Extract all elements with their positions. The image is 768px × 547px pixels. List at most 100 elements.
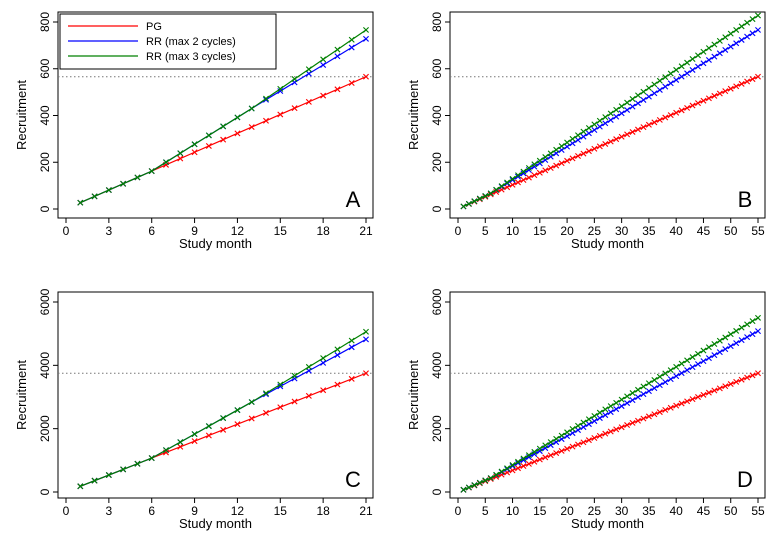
data-point-marker bbox=[711, 341, 718, 347]
x-tick-label: 40 bbox=[670, 504, 684, 518]
data-point-marker bbox=[678, 370, 685, 377]
x-tick-label: 0 bbox=[455, 504, 462, 518]
data-point-marker bbox=[363, 35, 369, 42]
data-point-marker bbox=[689, 364, 696, 371]
data-point-marker bbox=[509, 467, 516, 474]
x-tick-label: 9 bbox=[191, 504, 198, 518]
data-point-marker bbox=[509, 181, 516, 188]
data-point-marker bbox=[727, 331, 734, 338]
data-point-marker bbox=[220, 426, 227, 433]
data-point-marker bbox=[504, 465, 511, 472]
y-tick-label: 2000 bbox=[430, 415, 444, 442]
x-tick-label: 45 bbox=[697, 504, 711, 518]
data-point-marker bbox=[749, 30, 756, 37]
data-point-marker bbox=[645, 380, 652, 387]
data-point-marker bbox=[515, 458, 521, 465]
data-point-marker bbox=[755, 73, 761, 80]
data-point-marker bbox=[191, 438, 198, 445]
x-tick-label: 25 bbox=[588, 504, 602, 518]
data-point-marker bbox=[205, 423, 212, 430]
data-point-marker bbox=[673, 76, 680, 83]
data-point-marker bbox=[673, 402, 680, 409]
data-point-marker bbox=[678, 400, 685, 407]
x-tick-label: 40 bbox=[670, 224, 684, 238]
data-point-marker bbox=[618, 110, 625, 117]
data-point-marker bbox=[163, 159, 169, 166]
x-tick-label: 10 bbox=[506, 224, 520, 238]
x-tick-label: 6 bbox=[148, 224, 155, 238]
data-point-marker bbox=[504, 179, 511, 186]
data-point-marker bbox=[305, 98, 312, 105]
data-point-marker bbox=[591, 126, 598, 133]
data-point-marker bbox=[678, 73, 685, 80]
data-point-marker bbox=[334, 46, 341, 53]
data-point-marker bbox=[667, 376, 674, 383]
plot-frame bbox=[57, 291, 374, 499]
data-point-marker bbox=[640, 391, 647, 398]
data-point-marker bbox=[635, 386, 641, 393]
x-tick-label: 15 bbox=[533, 224, 547, 238]
data-point-marker bbox=[520, 457, 527, 464]
x-axis-label: Study month bbox=[179, 516, 252, 531]
data-point-marker bbox=[640, 124, 647, 131]
data-point-marker bbox=[248, 105, 255, 112]
data-point-marker bbox=[487, 190, 494, 197]
data-point-marker bbox=[673, 109, 680, 116]
series-pg bbox=[460, 73, 761, 210]
data-point-marker bbox=[695, 350, 701, 357]
data-point-marker bbox=[291, 398, 298, 405]
data-point-marker bbox=[177, 155, 184, 162]
y-tick-label: 0 bbox=[38, 205, 52, 212]
data-point-marker bbox=[553, 435, 560, 442]
data-point-marker bbox=[684, 398, 691, 405]
x-tick-label: 21 bbox=[359, 504, 373, 518]
data-point-marker bbox=[291, 76, 298, 83]
data-point-marker bbox=[542, 442, 549, 449]
data-point-marker bbox=[460, 486, 467, 493]
data-point-marker bbox=[515, 173, 521, 180]
data-point-marker bbox=[738, 80, 745, 87]
data-point-marker bbox=[531, 172, 538, 179]
x-tick-label: 45 bbox=[697, 224, 711, 238]
data-point-marker bbox=[678, 360, 685, 367]
data-point-marker bbox=[120, 466, 127, 473]
data-point-marker bbox=[591, 121, 598, 128]
data-point-marker bbox=[662, 74, 669, 81]
data-point-marker bbox=[564, 429, 571, 436]
data-point-marker bbox=[678, 107, 685, 114]
y-tick-label: 0 bbox=[430, 488, 444, 495]
data-point-marker bbox=[629, 419, 636, 426]
data-point-marker bbox=[645, 121, 652, 128]
data-point-marker bbox=[482, 477, 489, 484]
data-point-marker bbox=[629, 95, 636, 102]
data-point-marker bbox=[580, 419, 587, 426]
data-point-marker bbox=[749, 318, 756, 325]
data-point-marker bbox=[234, 407, 241, 414]
data-point-marker bbox=[727, 30, 734, 37]
data-point-marker bbox=[613, 113, 620, 120]
data-point-marker bbox=[755, 12, 761, 19]
data-point-marker bbox=[651, 411, 658, 418]
y-tick-label: 6000 bbox=[430, 288, 444, 315]
data-point-marker bbox=[711, 352, 718, 359]
data-point-marker bbox=[263, 95, 269, 102]
data-point-marker bbox=[716, 37, 723, 44]
data-point-marker bbox=[248, 399, 255, 406]
data-point-marker bbox=[547, 452, 554, 459]
data-point-marker bbox=[645, 85, 652, 92]
data-point-marker bbox=[733, 327, 740, 334]
panel-b: 0 5 10 15 20 25 30 35 40 45 50 55 0 200 400 600 800 Study… bbox=[406, 11, 766, 251]
y-axis-label: Recruitment bbox=[406, 80, 421, 150]
data-point-marker bbox=[640, 383, 647, 390]
data-point-marker bbox=[744, 321, 751, 328]
data-point-marker bbox=[744, 19, 751, 26]
data-point-marker bbox=[234, 114, 241, 121]
data-point-marker bbox=[263, 117, 269, 124]
data-point-marker bbox=[738, 36, 745, 43]
data-point-marker bbox=[738, 23, 745, 30]
data-point-marker bbox=[744, 78, 751, 85]
data-point-marker bbox=[673, 66, 680, 73]
data-point-marker bbox=[695, 100, 701, 107]
data-point-marker bbox=[755, 328, 761, 335]
data-point-marker bbox=[684, 70, 691, 77]
